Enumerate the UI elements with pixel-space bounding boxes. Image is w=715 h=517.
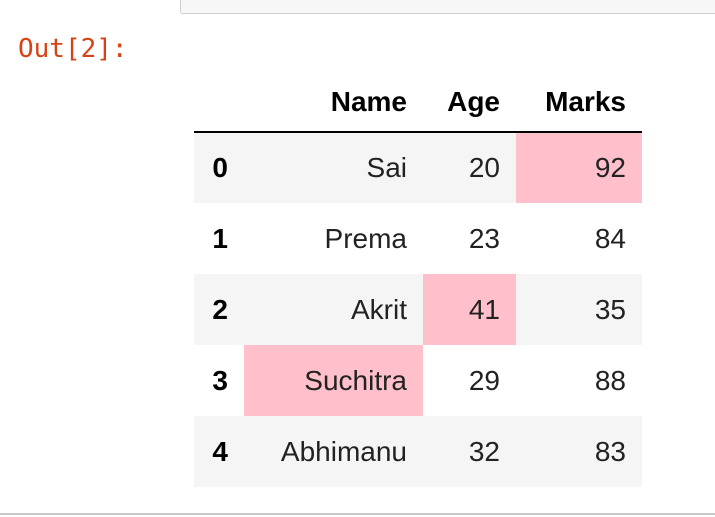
- header-index: [194, 72, 244, 133]
- cell-name: Prema: [324, 222, 407, 254]
- output-prompt: Out[2]:: [18, 34, 128, 64]
- header-age: Age: [423, 72, 516, 133]
- table-row: 2 Akrit 41 35: [194, 274, 642, 345]
- cell-age: 20: [468, 152, 500, 183]
- row-index: 3: [212, 364, 228, 396]
- table-row: 0 Sai 20 92: [194, 132, 642, 203]
- cell-name: Abhimanu: [280, 435, 407, 467]
- header-marks: Marks: [516, 72, 642, 133]
- cell-age: 41: [423, 274, 516, 345]
- row-index: 2: [212, 293, 228, 325]
- table-row: 4 Abhimanu 32 83: [194, 416, 642, 487]
- cell-marks: 88: [594, 364, 626, 396]
- cell-marks: 35: [594, 293, 626, 325]
- row-index: 4: [212, 435, 228, 467]
- dataframe-table: Name Age Marks 0 Sai 20 92 1 Prema 23 84 2 Akrit 4…: [194, 72, 642, 487]
- row-index: 1: [212, 222, 228, 254]
- table-row: 3 Suchitra 29 88: [194, 345, 642, 416]
- cell-name: Suchitra: [244, 345, 423, 416]
- cell-age: 23: [468, 222, 500, 254]
- table-header-row: Name Age Marks: [194, 72, 642, 133]
- cell-age: 32: [468, 435, 500, 467]
- code-input-cell[interactable]: [180, 0, 715, 14]
- cell-age: 29: [468, 364, 500, 396]
- cell-divider: [0, 513, 715, 515]
- table-row: 1 Prema 23 84: [194, 203, 642, 274]
- header-name: Name: [244, 72, 423, 133]
- cell-marks: 84: [594, 222, 626, 254]
- cell-name: Sai: [366, 152, 407, 183]
- row-index: 0: [212, 152, 228, 183]
- cell-marks: 83: [594, 435, 626, 467]
- cell-marks: 92: [516, 132, 642, 203]
- cell-name: Akrit: [351, 293, 407, 325]
